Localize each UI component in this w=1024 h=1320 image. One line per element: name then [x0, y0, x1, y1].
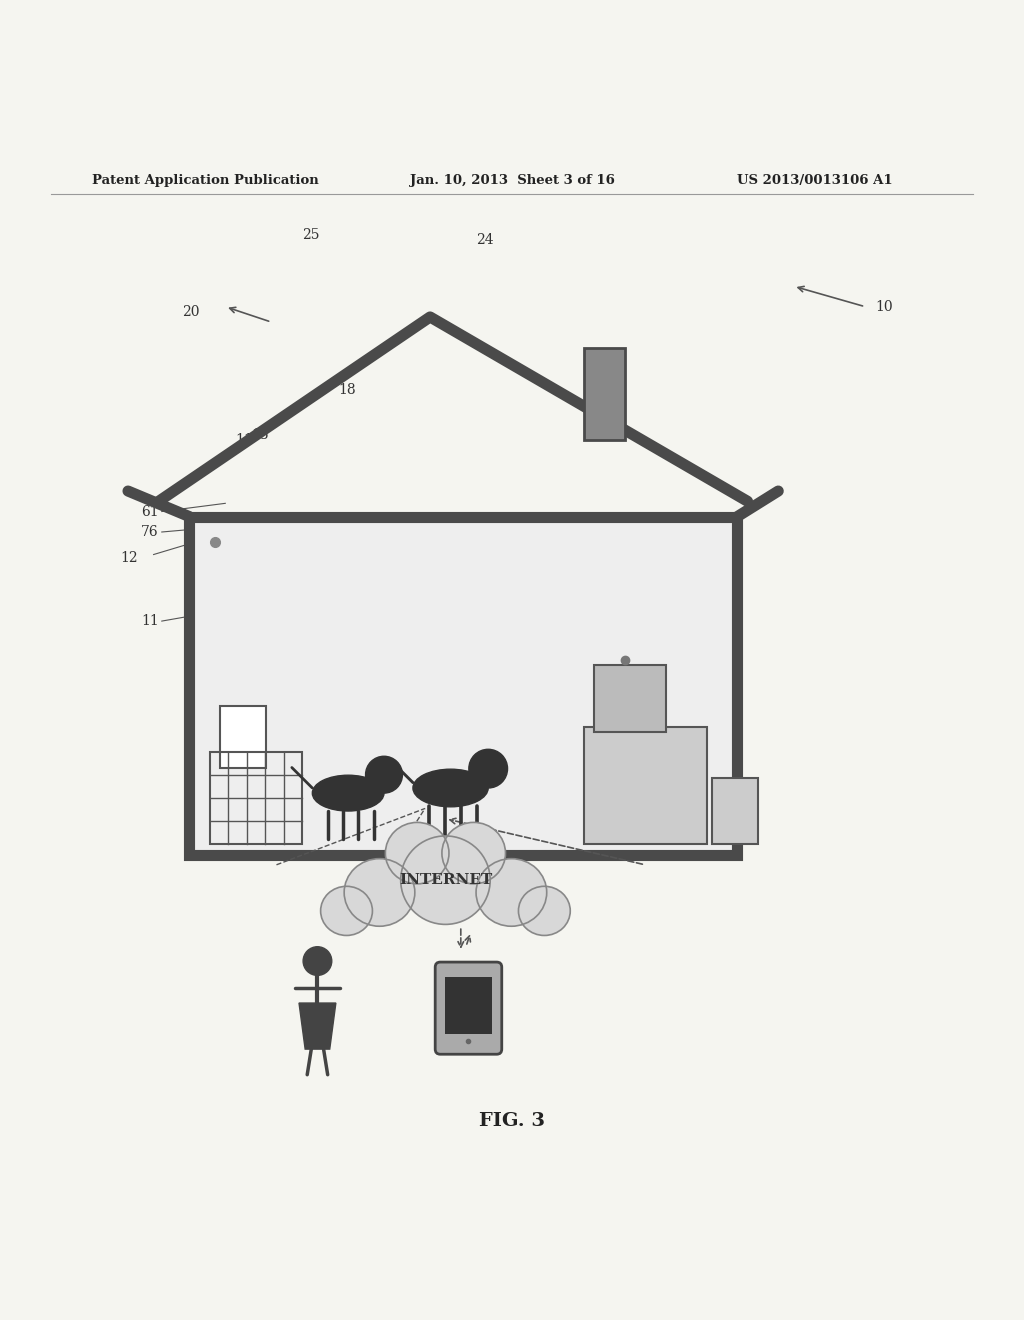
Text: 11: 11: [141, 614, 159, 628]
Bar: [445, 977, 492, 1034]
Ellipse shape: [385, 822, 449, 884]
Text: 17: 17: [635, 531, 652, 544]
Text: 20: 20: [182, 305, 200, 319]
Ellipse shape: [518, 886, 570, 936]
Ellipse shape: [312, 775, 384, 810]
Bar: [210, 752, 302, 845]
Ellipse shape: [476, 858, 547, 927]
Text: 11: 11: [236, 433, 253, 447]
Text: 10: 10: [876, 300, 893, 314]
Text: Jan. 10, 2013  Sheet 3 of 16: Jan. 10, 2013 Sheet 3 of 16: [410, 174, 614, 187]
Bar: [220, 706, 266, 767]
Text: 18: 18: [339, 383, 356, 397]
Ellipse shape: [442, 822, 506, 884]
Bar: [594, 665, 666, 731]
Text: 13: 13: [251, 428, 268, 442]
Bar: [189, 516, 737, 854]
Circle shape: [303, 946, 332, 975]
Polygon shape: [299, 1003, 336, 1049]
Text: 61: 61: [141, 504, 159, 519]
Bar: [584, 347, 625, 440]
Circle shape: [469, 750, 508, 788]
Text: 25: 25: [302, 228, 319, 242]
Bar: [712, 777, 758, 845]
Text: FIG. 3: FIG. 3: [479, 1111, 545, 1130]
Text: INTERNET: INTERNET: [398, 873, 493, 887]
Text: 12: 12: [635, 556, 652, 570]
Text: 24: 24: [476, 234, 494, 247]
Ellipse shape: [321, 886, 373, 936]
FancyBboxPatch shape: [435, 962, 502, 1055]
Circle shape: [366, 756, 402, 793]
Text: US 2013/0013106 A1: US 2013/0013106 A1: [737, 174, 893, 187]
Text: 76: 76: [141, 525, 159, 539]
Text: 12: 12: [121, 550, 138, 565]
Bar: [584, 726, 707, 845]
Ellipse shape: [400, 836, 490, 924]
Ellipse shape: [413, 770, 488, 807]
Text: Patent Application Publication: Patent Application Publication: [92, 174, 318, 187]
Ellipse shape: [344, 858, 415, 927]
